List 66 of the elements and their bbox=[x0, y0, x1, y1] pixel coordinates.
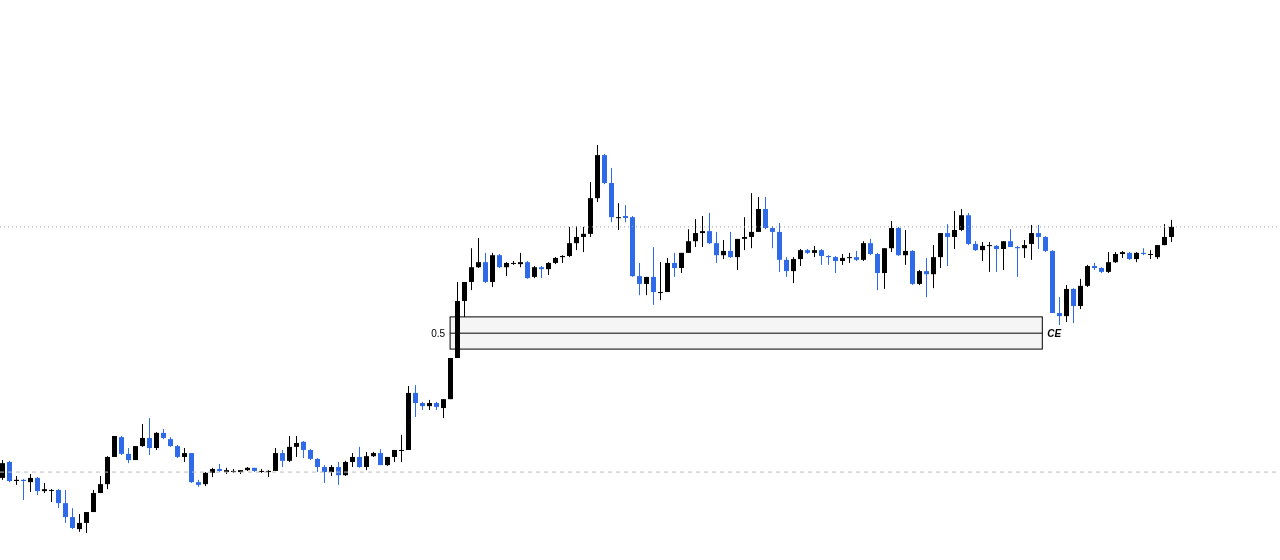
candlestick bbox=[581, 226, 586, 253]
candlestick bbox=[441, 398, 446, 419]
candlestick bbox=[357, 446, 362, 469]
candlestick bbox=[714, 231, 719, 264]
candlestick bbox=[49, 488, 54, 503]
candlestick bbox=[1071, 287, 1076, 324]
candlestick bbox=[483, 252, 488, 284]
candlestick bbox=[728, 231, 733, 259]
candlestick bbox=[574, 225, 579, 251]
candlestick bbox=[567, 226, 572, 258]
ref-line-label: 0.5 bbox=[431, 327, 446, 339]
candlestick bbox=[1169, 219, 1174, 243]
candlestick bbox=[924, 257, 929, 298]
candlestick bbox=[637, 262, 642, 296]
candlestick bbox=[1085, 264, 1090, 288]
candlestick bbox=[889, 220, 894, 253]
candlestick bbox=[749, 192, 754, 249]
candlestick bbox=[462, 281, 467, 318]
candlestick bbox=[294, 435, 299, 458]
candlestick bbox=[847, 252, 852, 264]
candlestick bbox=[413, 384, 418, 418]
candlestick bbox=[469, 247, 474, 291]
candlestick bbox=[616, 202, 621, 231]
candlestick bbox=[1036, 224, 1041, 250]
candlestick bbox=[1029, 224, 1034, 261]
candlestick bbox=[980, 241, 985, 262]
candlestick bbox=[700, 215, 705, 248]
candlestick bbox=[952, 210, 957, 250]
candlestick bbox=[651, 246, 656, 306]
candlestick bbox=[1106, 251, 1111, 274]
candlestick bbox=[140, 423, 145, 448]
candlestick bbox=[287, 435, 292, 463]
candlestick bbox=[686, 228, 691, 254]
band-label: CE bbox=[1047, 327, 1062, 339]
candlestick bbox=[875, 252, 880, 291]
candlestick bbox=[1057, 296, 1062, 326]
candlestick bbox=[903, 229, 908, 266]
candlestick bbox=[784, 256, 789, 278]
candlestick bbox=[63, 489, 68, 524]
candlestick bbox=[763, 196, 768, 230]
candlestick bbox=[735, 238, 740, 271]
candlestick bbox=[476, 237, 481, 269]
candlestick bbox=[861, 240, 866, 262]
candlestick bbox=[707, 212, 712, 245]
candlestick bbox=[959, 208, 964, 232]
candlestick bbox=[1078, 278, 1083, 310]
candlestick bbox=[119, 435, 124, 456]
candlestick bbox=[56, 488, 61, 509]
candlestick bbox=[931, 244, 936, 289]
candlestick bbox=[399, 434, 404, 463]
candlestick bbox=[147, 417, 152, 456]
candlestick bbox=[658, 261, 663, 301]
candlestick bbox=[742, 216, 747, 251]
candlestick bbox=[791, 256, 796, 284]
candlestick bbox=[693, 218, 698, 248]
candlestick bbox=[672, 252, 677, 278]
candlestick bbox=[273, 447, 278, 472]
candlestick bbox=[1001, 240, 1006, 271]
candlestick bbox=[364, 451, 369, 471]
candlestick bbox=[70, 507, 75, 530]
candlestick bbox=[987, 241, 992, 273]
candlestick bbox=[945, 223, 950, 267]
candlestick bbox=[994, 244, 999, 273]
candlestick bbox=[756, 196, 761, 233]
candlestick bbox=[84, 511, 89, 534]
candlestick bbox=[721, 239, 726, 260]
